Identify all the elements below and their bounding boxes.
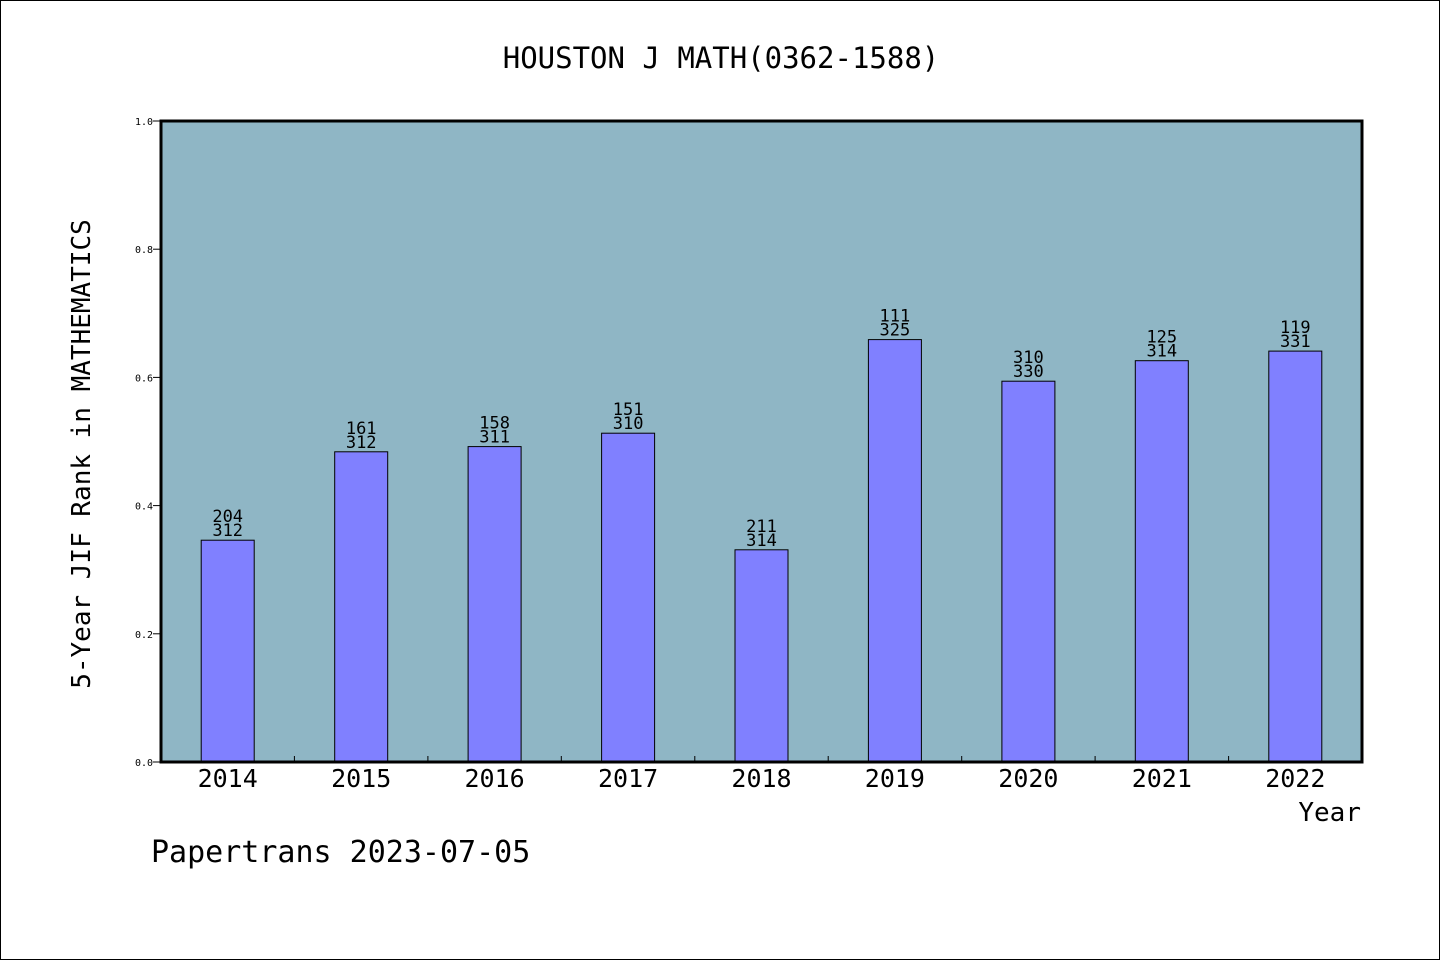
bar-2016 bbox=[467, 446, 522, 763]
y-tick-label: 0.2 bbox=[135, 630, 153, 641]
x-tick-label: 2015 bbox=[331, 764, 391, 793]
bar-total-label: 325 bbox=[880, 321, 911, 341]
y-axis-label: 5-Year JIF Rank in MATHEMATICS bbox=[67, 219, 97, 689]
bar-total-label: 331 bbox=[1280, 332, 1311, 352]
bar-rank-label: 161 bbox=[346, 419, 377, 439]
bar-rank-label: 158 bbox=[479, 414, 510, 434]
x-tick-label: 2019 bbox=[865, 764, 925, 793]
bar-2020 bbox=[1001, 380, 1056, 763]
bar-rank-label: 204 bbox=[212, 507, 243, 527]
x-tick-label: 2021 bbox=[1132, 764, 1192, 793]
x-tick-label: 2018 bbox=[731, 764, 791, 793]
bar-2015 bbox=[334, 451, 389, 763]
x-tick-label: 2014 bbox=[198, 764, 258, 793]
bar-rank-label: 111 bbox=[880, 307, 911, 327]
bar-rank-label: 119 bbox=[1280, 318, 1311, 338]
y-tick-label: 0.4 bbox=[135, 502, 153, 513]
bar-total-label: 314 bbox=[1146, 342, 1177, 362]
bar-total-label: 312 bbox=[346, 433, 377, 453]
bar-total-label: 310 bbox=[613, 414, 644, 434]
plot-frame bbox=[159, 119, 1364, 764]
bar-total-label: 314 bbox=[746, 531, 777, 551]
bar-rank-label: 125 bbox=[1146, 328, 1177, 348]
bar-total-label: 311 bbox=[479, 428, 510, 448]
bar-rank-label: 310 bbox=[1013, 348, 1044, 368]
y-tick-label: 1.0 bbox=[135, 117, 153, 128]
bar-total-label: 330 bbox=[1013, 362, 1044, 382]
x-tick-label: 2020 bbox=[998, 764, 1058, 793]
bar-2022 bbox=[1268, 350, 1323, 763]
bar-2014 bbox=[200, 539, 255, 763]
bar-rank-label: 151 bbox=[613, 400, 644, 420]
bar-2018 bbox=[734, 549, 789, 763]
bar-2017 bbox=[601, 432, 656, 763]
x-tick-label: 2022 bbox=[1265, 764, 1325, 793]
x-tick-label: 2017 bbox=[598, 764, 658, 793]
chart-title: HOUSTON J MATH(0362-1588) bbox=[503, 41, 940, 75]
footer-credit: Papertrans 2023-07-05 bbox=[151, 835, 531, 870]
bar-2019 bbox=[867, 339, 922, 763]
x-axis-label: Year bbox=[1298, 798, 1361, 828]
y-tick-label: 0.8 bbox=[135, 245, 153, 256]
y-tick-label: 0.0 bbox=[135, 758, 153, 769]
bar-total-label: 312 bbox=[212, 521, 243, 541]
bar-rank-label: 211 bbox=[746, 517, 777, 537]
axis-ticks: 2014 2015 2016 2017 2018 2019 2020 2021 2022 0.0 0… bbox=[135, 117, 1325, 793]
y-tick-label: 0.6 bbox=[135, 373, 153, 384]
x-tick-label: 2016 bbox=[464, 764, 524, 793]
bars-layer: 2043121613121583111513102113141113253103… bbox=[200, 307, 1323, 763]
bar-2021 bbox=[1134, 360, 1189, 763]
